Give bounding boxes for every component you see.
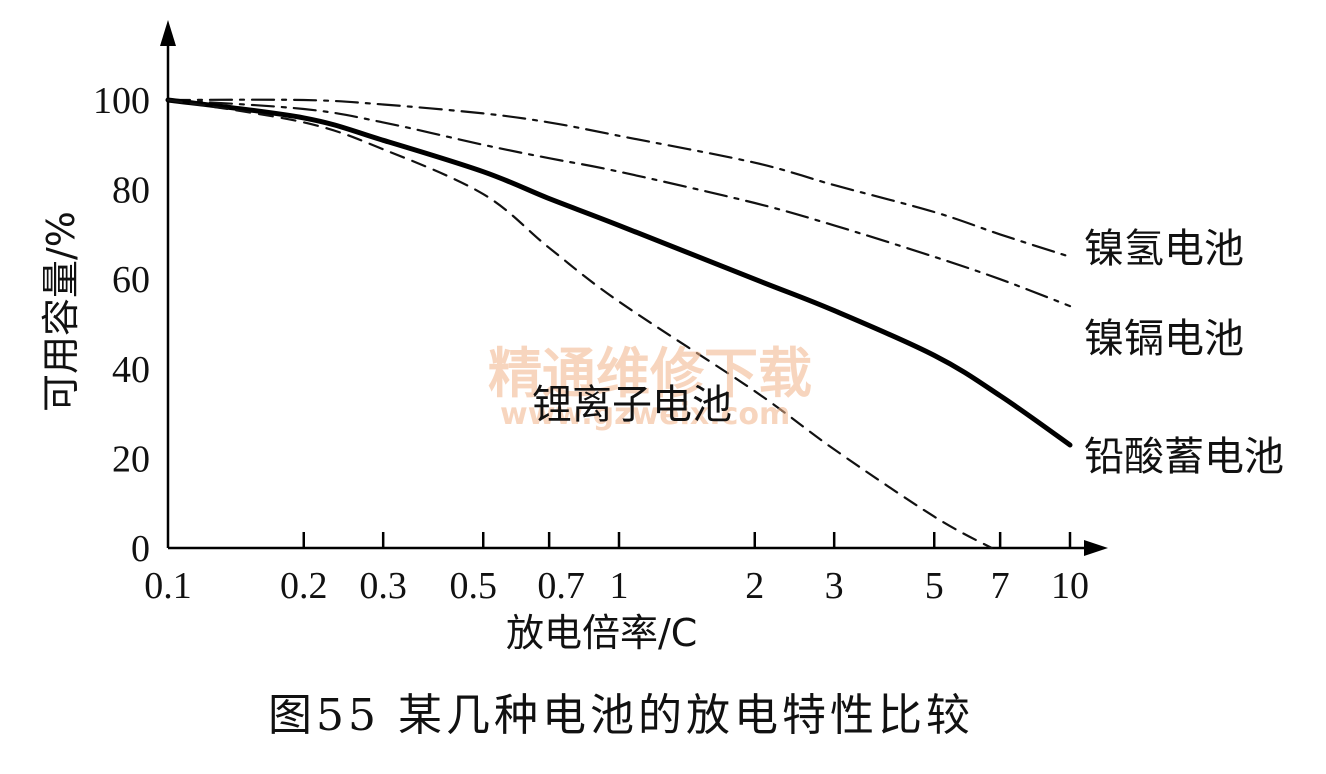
x-tick-label: 10 <box>1051 565 1089 607</box>
x-tick-label: 0.5 <box>449 565 497 607</box>
x-tick-label: 5 <box>925 565 944 607</box>
y-tick-label: 100 <box>93 80 150 122</box>
watermark-sub: www.gzweix.com <box>500 397 790 432</box>
y-tick-label: 60 <box>112 259 150 301</box>
x-tick-label: 2 <box>745 565 764 607</box>
x-tick-label: 7 <box>991 565 1010 607</box>
y-tick-label: 80 <box>112 170 150 212</box>
series-lines <box>165 97 1073 550</box>
x-tick-label: 0.3 <box>359 565 407 607</box>
y-axis-arrow <box>160 20 176 46</box>
series-label-lead-acid: 铅酸蓄电池 <box>1084 434 1284 480</box>
axes <box>160 20 1108 556</box>
x-ticks: 0.1 0.2 0.3 0.5 0.7 1 2 3 5 7 10 <box>144 532 1089 607</box>
series-line-0 <box>166 98 1072 258</box>
y-axis-title: 可用容量/% <box>39 211 83 412</box>
y-ticks: 0 20 40 60 80 100 <box>93 80 150 570</box>
x-tick-label: 0.1 <box>144 565 192 607</box>
y-tick-label: 0 <box>131 528 150 570</box>
series-label-nicd: 镍镉电池 <box>1084 316 1244 362</box>
x-tick-label: 0.2 <box>280 565 328 607</box>
watermark-main: 精通维修下载 <box>488 342 812 405</box>
y-tick-label: 20 <box>112 438 150 480</box>
series-line-3 <box>166 98 993 550</box>
y-tick-label: 40 <box>112 349 150 391</box>
figure-caption: 图55 某几种电池的放电特性比较 <box>268 690 974 741</box>
series-line-1 <box>166 98 1072 308</box>
x-tick-label: 1 <box>610 565 629 607</box>
x-axis-arrow <box>1084 540 1108 556</box>
x-tick-label: 0.7 <box>537 565 585 607</box>
x-tick-label: 3 <box>825 565 844 607</box>
series-line-2 <box>165 97 1073 448</box>
series-label-nimh: 镍氢电池 <box>1084 226 1244 272</box>
x-axis-title: 放电倍率/C <box>506 611 697 655</box>
series-label-li-ion: 锂离子电池 <box>532 382 732 428</box>
